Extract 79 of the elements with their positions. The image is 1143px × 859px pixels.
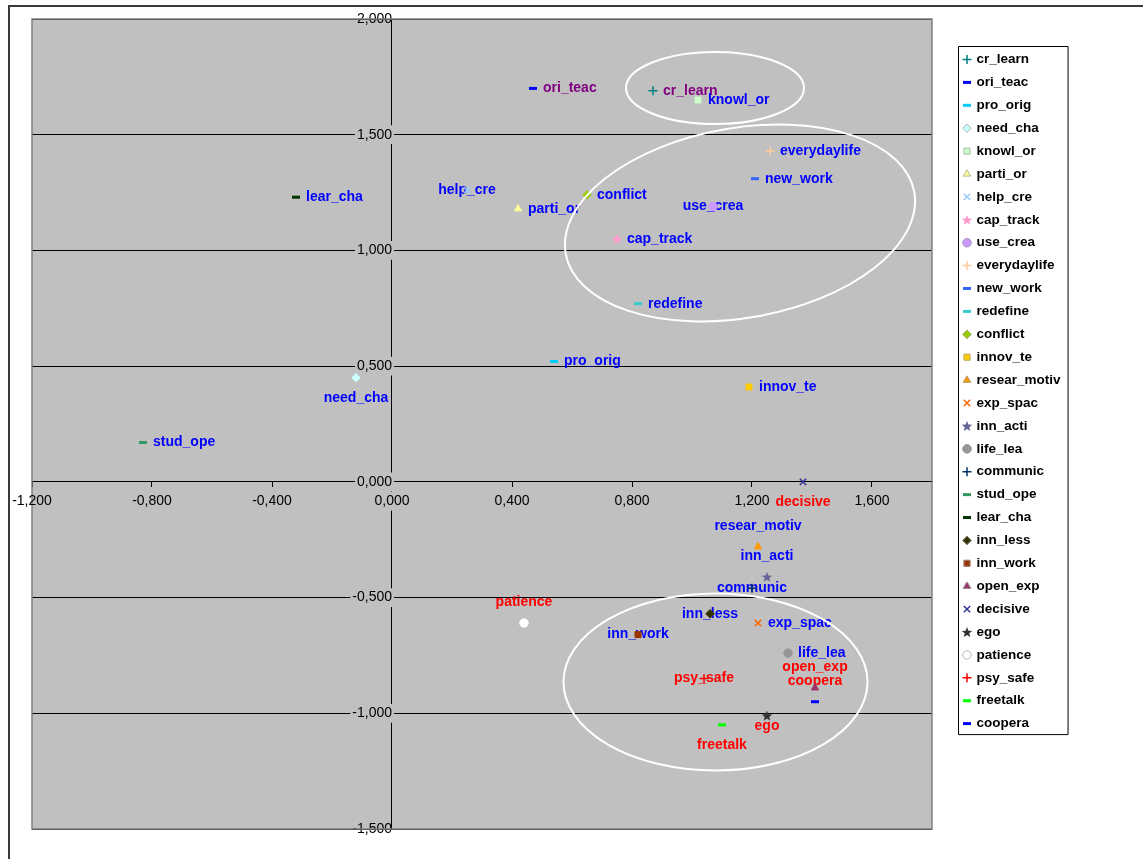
legend-label: stud_ope <box>976 486 1037 502</box>
legend-label: cr_learn <box>976 51 1030 67</box>
legend-label: psy_safe <box>976 669 1035 685</box>
annotation: decisive <box>775 492 831 509</box>
point <box>761 710 773 721</box>
annotation: life_lea <box>798 643 846 660</box>
legend-label: cap_track <box>976 211 1041 227</box>
legend-label: innov_te <box>976 348 1033 364</box>
point <box>745 383 753 391</box>
legend-label: knowl_or <box>976 142 1037 158</box>
annotation: inn_acti <box>740 546 794 563</box>
annotation: redefine <box>648 294 703 311</box>
legend-label: coopera <box>976 715 1030 731</box>
point <box>764 145 776 157</box>
y-tick-label: 0,500 <box>356 357 393 373</box>
point <box>761 571 773 582</box>
annotation: innov_te <box>759 377 817 394</box>
y-tick-label: 0,000 <box>356 472 393 489</box>
legend-label: new_work <box>976 280 1043 296</box>
legend-label: parti_or <box>976 165 1028 181</box>
annotation: need_cha <box>323 388 389 405</box>
point <box>754 619 762 627</box>
annotation: ego <box>754 717 780 734</box>
x-tick-label: -0,800 <box>132 492 173 509</box>
point <box>519 618 529 628</box>
legend-label: open_exp <box>976 577 1040 593</box>
annotation: lear_cha <box>306 188 364 205</box>
x-tick-label: 0,800 <box>614 492 650 509</box>
annotation: inn_less <box>681 604 739 621</box>
point <box>351 373 361 383</box>
annotation: use_crea <box>682 197 744 214</box>
y-tick-label: 1,500 <box>356 125 393 142</box>
annotation: pro_orig <box>564 352 621 369</box>
legend-label: inn_acti <box>976 417 1028 433</box>
x-tick-label: 1,600 <box>854 492 890 509</box>
legend-label: conflict <box>976 326 1026 342</box>
annotation: parti_or <box>528 199 581 216</box>
annotation: conflict <box>597 185 648 202</box>
legend-label: pro_orig <box>976 97 1032 113</box>
legend-label: ego <box>976 623 1001 639</box>
legend-label: redefine <box>976 303 1030 319</box>
annotation: ori_teac <box>543 79 597 96</box>
x-tick-label: 0,400 <box>494 492 530 509</box>
x-tick-label: -1,200 <box>12 492 53 509</box>
y-tick-label: -1,000 <box>352 704 393 721</box>
legend-label: ori_teac <box>976 74 1029 90</box>
annotation: resear_motiv <box>714 516 802 533</box>
x-tick-label: 1,200 <box>734 492 770 509</box>
annotation: open_exp <box>782 657 848 674</box>
legend-label: exp_spac <box>976 394 1039 410</box>
legend-label: everydaylife <box>976 257 1056 273</box>
annotation: freetalk <box>697 735 748 752</box>
annotation: cap_track <box>627 229 693 246</box>
legend-label: freetalk <box>976 692 1026 708</box>
legend-label: lear_cha <box>976 509 1032 525</box>
point <box>647 85 659 96</box>
legend-label: communic <box>976 463 1045 479</box>
annotation: patience <box>495 592 553 609</box>
point <box>513 204 523 212</box>
annotation: exp_spac <box>768 613 833 630</box>
annotation: stud_ope <box>153 433 216 450</box>
legend-label: resear_motiv <box>976 371 1062 387</box>
annotation: help_cre <box>438 181 496 198</box>
legend-label: help_cre <box>976 188 1033 204</box>
legend-label: decisive <box>976 600 1031 616</box>
annotation: new_work <box>765 169 833 186</box>
legend-label: inn_less <box>976 532 1031 548</box>
y-tick-label: 1,000 <box>356 241 393 258</box>
y-tick-label: -0,500 <box>352 588 393 605</box>
annotation: everydaylife <box>780 141 862 158</box>
x-tick-label: 0,000 <box>374 492 410 509</box>
point <box>783 648 793 658</box>
legend-label: patience <box>976 646 1032 662</box>
point <box>799 477 807 486</box>
legend-label: use_crea <box>976 234 1036 250</box>
legend-label: life_lea <box>976 440 1023 456</box>
legend-label: inn_work <box>976 555 1037 571</box>
legend-label: need_cha <box>976 119 1040 135</box>
x-tick-label: -0,400 <box>252 492 293 509</box>
